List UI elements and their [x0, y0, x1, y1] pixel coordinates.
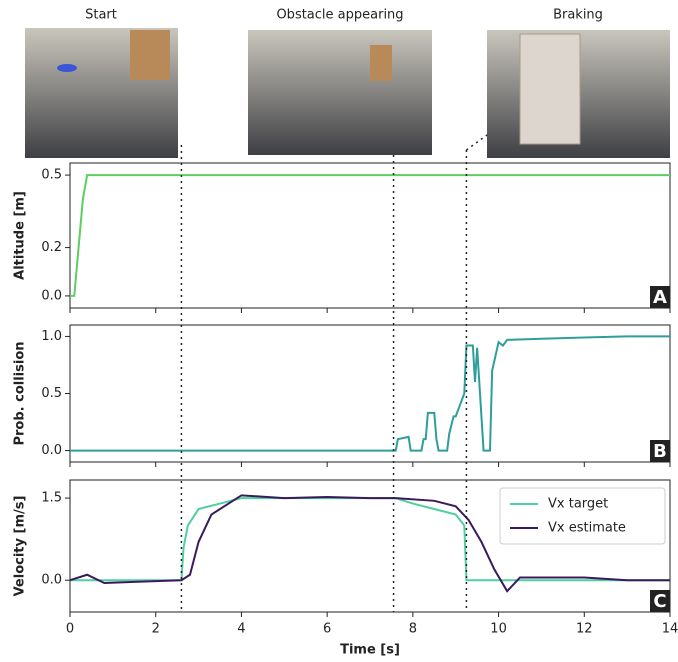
y-axis-label: Prob. collision: [13, 341, 28, 445]
legend-box: [499, 487, 666, 545]
panel-label: B: [653, 441, 667, 462]
photo-caption: Start: [85, 8, 117, 23]
y-tick-label: 1.5: [41, 491, 62, 506]
legend-label: Vx estimate: [548, 521, 626, 536]
y-tick-label: 0.0: [41, 288, 62, 303]
data-line: [70, 335, 670, 452]
panel-label-box: [650, 590, 670, 612]
event-connector: [465, 134, 488, 151]
photo-obstacle: [248, 30, 432, 155]
y-axis-label: Altitude [m]: [13, 191, 28, 280]
plot-frame: [69, 324, 671, 463]
plot-frame: [69, 162, 671, 309]
x-tick-label: 0: [66, 622, 74, 637]
x-tick-label: 2: [152, 622, 160, 637]
y-tick-label: 0.5: [41, 386, 62, 401]
data-line: [70, 174, 670, 297]
x-tick-label: 8: [409, 622, 417, 637]
y-tick-label: 0.2: [41, 240, 62, 255]
plot-frame: [69, 479, 671, 613]
x-tick-label: 4: [237, 622, 245, 637]
panel-label-box: [650, 286, 670, 308]
x-tick-label: 6: [323, 622, 331, 637]
x-tick-label: 12: [576, 622, 593, 637]
panel-label: C: [653, 591, 666, 612]
photo-start: [25, 28, 178, 158]
y-tick-label: 0.0: [41, 573, 62, 588]
panel-label-box: [650, 440, 670, 462]
x-tick-label: 14: [662, 622, 678, 637]
y-tick-label: 1.0: [41, 329, 62, 344]
photo-caption: Obstacle appearing: [276, 8, 403, 23]
y-axis-label: Velocity [m/s]: [13, 496, 28, 597]
panel-label: A: [653, 287, 667, 308]
y-tick-label: 0.0: [41, 443, 62, 458]
legend-label: Vx target: [548, 497, 608, 512]
photo-braking: [487, 30, 670, 158]
x-axis-label: Time [s]: [340, 643, 400, 658]
y-tick-label: 0.5: [41, 168, 62, 183]
x-tick-label: 10: [490, 622, 507, 637]
photo-caption: Braking: [553, 8, 603, 23]
data-line: [69, 494, 670, 593]
